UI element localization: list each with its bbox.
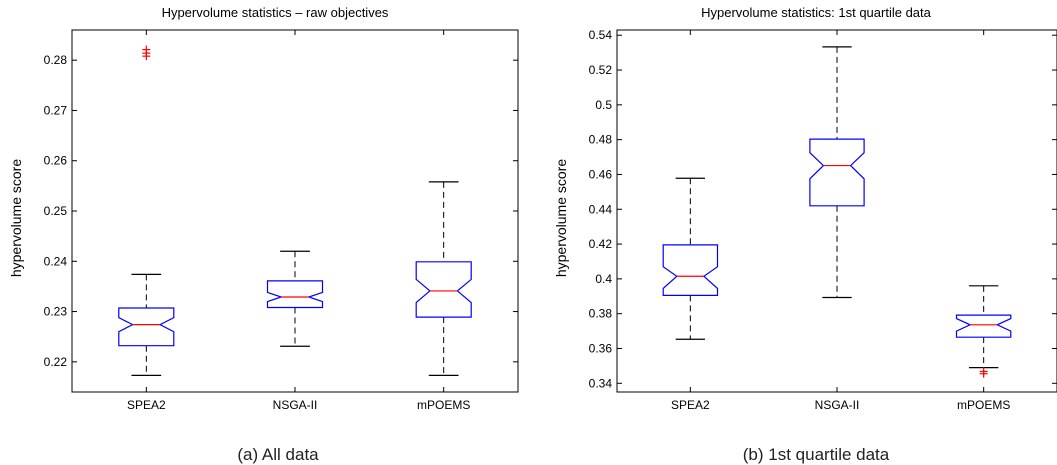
x-axis-ticks: SPEA2 NSGA-II mPOEMS (671, 30, 1010, 412)
y-tick-label: 0.54 (589, 28, 613, 42)
chart-panel-a: Hypervolume statistics – raw objectives … (8, 5, 519, 464)
box-plots (118, 45, 472, 377)
y-tick-label: 0.22 (44, 355, 68, 369)
y-tick-label: 0.28 (44, 53, 68, 67)
y-tick-label: 0.23 (44, 305, 68, 319)
notched-box (662, 244, 719, 296)
notched-box (415, 261, 472, 318)
figure-caption: (a) All data (237, 445, 319, 464)
notched-box (118, 307, 175, 347)
y-tick-label: 0.42 (589, 237, 613, 251)
x-tick-label: NSGA-II (273, 398, 318, 412)
notched-box (955, 314, 1012, 338)
y-axis-label: hypervolume score (553, 159, 569, 277)
y-axis-ticks: 0.34 0.36 0.38 0.4 0.42 0.44 0.46 0.48 0.5 0.52 0.… (589, 28, 1057, 390)
x-tick-label: mPOEMS (957, 398, 1010, 412)
x-tick-label: SPEA2 (127, 398, 166, 412)
y-tick-label: 0.44 (589, 202, 613, 216)
y-axis-ticks: 0.22 0.23 0.24 0.25 0.26 0.27 0.28 (44, 53, 518, 369)
y-axis-label: hypervolume score (8, 159, 24, 277)
plot-frame (616, 29, 1057, 393)
y-tick-label: 0.5 (595, 98, 612, 112)
y-tick-label: 0.25 (44, 204, 68, 218)
x-tick-label: SPEA2 (671, 398, 710, 412)
y-tick-label: 0.46 (589, 167, 613, 181)
y-tick-label: 0.24 (44, 254, 68, 268)
y-tick-label: 0.26 (44, 154, 68, 168)
figure-caption: (b) 1st quartile data (743, 445, 890, 464)
x-tick-label: mPOEMS (417, 398, 470, 412)
y-tick-label: 0.48 (589, 133, 613, 147)
box-plots (662, 46, 1012, 378)
chart-title: Hypervolume statistics: 1st quartile dat… (701, 5, 932, 20)
y-tick-label: 0.36 (589, 341, 613, 355)
y-tick-label: 0.34 (589, 376, 613, 390)
x-axis-ticks: SPEA2 NSGA-II mPOEMS (127, 30, 470, 412)
y-tick-label: 0.27 (44, 103, 68, 117)
x-tick-label: NSGA-II (815, 398, 860, 412)
chart-panel-b: Hypervolume statistics: 1st quartile dat… (553, 5, 1057, 464)
notched-box (266, 280, 324, 309)
y-tick-label: 0.52 (589, 63, 613, 77)
y-tick-label: 0.4 (595, 272, 612, 286)
plot-frame (71, 29, 519, 393)
y-tick-label: 0.38 (589, 307, 613, 321)
notched-box (809, 138, 865, 207)
chart-title: Hypervolume statistics – raw objectives (162, 5, 389, 20)
